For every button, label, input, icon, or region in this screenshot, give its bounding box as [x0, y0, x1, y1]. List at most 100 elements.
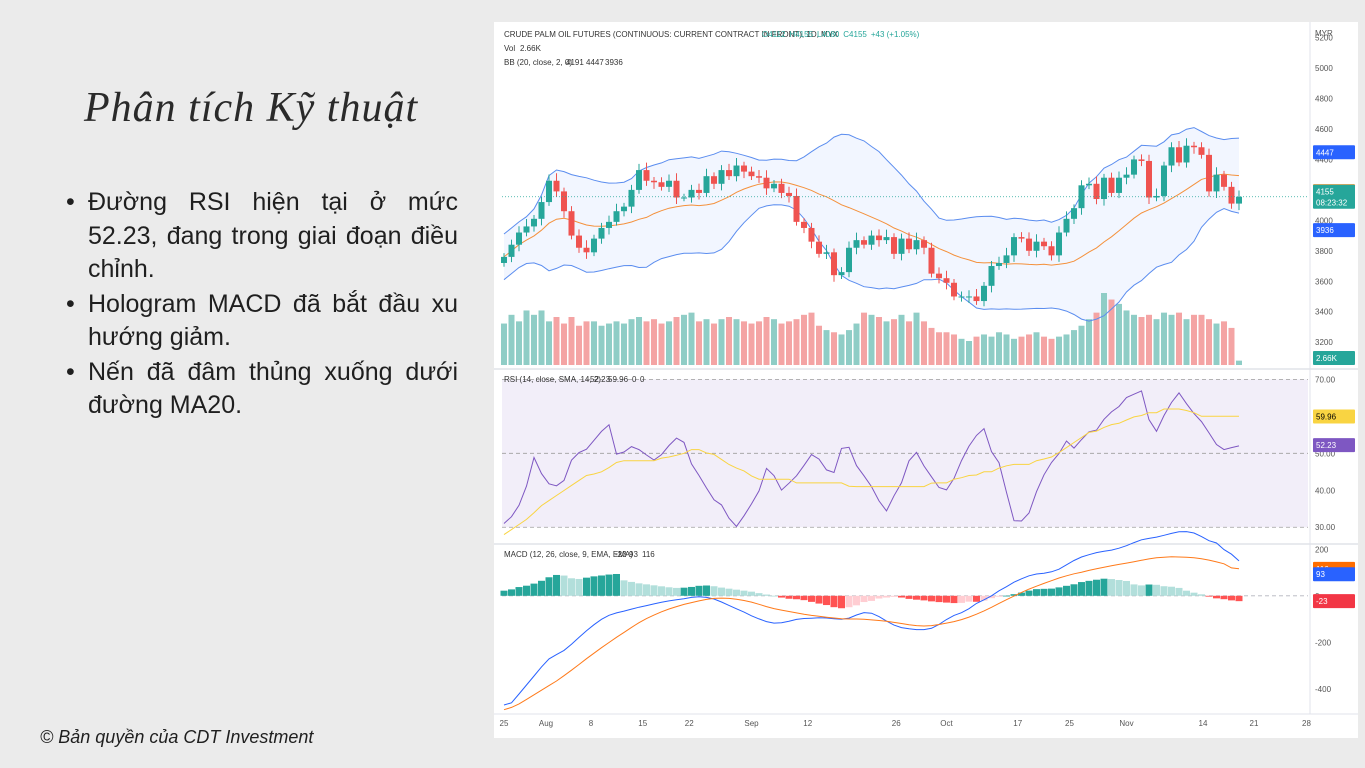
volume-bar	[988, 336, 995, 365]
macd-histogram-bar	[1033, 589, 1040, 596]
macd-histogram-bar	[1160, 586, 1168, 596]
candle-body	[748, 171, 755, 177]
time-tick-label: 14	[1199, 719, 1208, 728]
time-tick-label: 21	[1250, 719, 1259, 728]
time-tick-label: 25	[500, 719, 509, 728]
candle	[666, 174, 672, 193]
volume-bar	[621, 323, 627, 365]
bb-lower-value: 3936	[605, 58, 623, 67]
candle	[1071, 204, 1077, 224]
macd-histogram-bar	[1025, 590, 1033, 596]
candle-body	[1041, 241, 1047, 247]
rsi-extra-value: 0	[640, 375, 645, 384]
bullet-candle: Nến đã đâm thủng xuống dưới đường MA20.	[64, 356, 458, 423]
rsi-badge: 52.23	[1316, 441, 1337, 450]
candle-body	[1176, 147, 1182, 163]
candle	[936, 267, 942, 284]
macd-histogram-bar	[1235, 595, 1243, 602]
candle-body	[1093, 183, 1100, 200]
candle	[523, 218, 530, 237]
volume-bar	[853, 323, 860, 365]
candle	[898, 233, 905, 261]
trading-chart[interactable]: CRUDE PALM OIL FUTURES (CONTINUOUS: CURR…	[494, 22, 1358, 738]
macd-histogram-bar	[553, 574, 560, 596]
candle-body	[688, 189, 695, 198]
candle-body	[636, 170, 642, 190]
price-badge-bg	[1313, 223, 1355, 238]
candle	[688, 184, 695, 203]
candle	[561, 187, 567, 218]
volume-bar	[883, 321, 890, 365]
price-badge: 3936	[1316, 226, 1334, 235]
volume-bar	[531, 314, 537, 365]
macd-histogram-bar	[845, 595, 853, 608]
candle	[1161, 161, 1167, 202]
time-tick-label: Oct	[940, 719, 953, 728]
candle-body	[778, 183, 785, 193]
macd-histogram-bar	[950, 595, 958, 604]
candle-body	[591, 238, 597, 253]
ohlc-readout: O4112 H4155 L4080 C4155 +43 (+1.05%)	[762, 30, 920, 39]
volume-bar	[1228, 327, 1235, 365]
volume-bar	[1221, 321, 1227, 365]
macd-histogram-bar	[658, 586, 665, 596]
candle	[621, 202, 627, 217]
volume-bar	[1033, 332, 1040, 365]
volume-bar	[681, 314, 687, 365]
macd-histogram-bar	[755, 593, 763, 596]
candle	[823, 244, 830, 260]
rsi-tick-label: 40.00	[1315, 486, 1336, 495]
volume-bar	[801, 314, 807, 365]
candle	[1056, 226, 1062, 262]
time-tick-label: 8	[589, 719, 594, 728]
ohlc-value: C4155	[843, 30, 867, 39]
macd-signal-value: 116	[642, 550, 655, 559]
macd-histogram-bar	[718, 587, 725, 596]
macd-histogram-bar	[568, 578, 575, 596]
candle-body	[733, 165, 740, 177]
volume-bar	[733, 319, 740, 365]
candle-body	[1146, 160, 1152, 198]
macd-histogram-bar	[995, 595, 1003, 597]
volume-bar	[696, 321, 702, 365]
candle-body	[651, 180, 657, 183]
macd-histogram-bar	[1145, 584, 1153, 596]
volume-badge-bg	[1313, 351, 1355, 365]
copyright-text: © Bản quyền của CDT Investment	[40, 727, 314, 747]
candle-body	[1026, 238, 1032, 251]
volume-bar	[561, 323, 567, 365]
candle	[913, 232, 920, 255]
candle-body	[1048, 246, 1055, 256]
ohlc-value: H4155	[789, 30, 813, 39]
macd-histogram-bar	[928, 595, 935, 602]
volume-bar	[1153, 319, 1160, 365]
macd-histogram-bar	[793, 595, 800, 600]
macd-histogram-bar	[523, 585, 530, 596]
volume-bar	[793, 319, 800, 365]
rsi-badge-bg	[1313, 409, 1355, 424]
volume-bar	[921, 321, 927, 365]
bullet-list: Đường RSI hiện tại ở mức 52.23, đang tro…	[64, 186, 458, 424]
macd-histogram-bar	[778, 595, 785, 598]
macd-histogram-bar	[1063, 585, 1070, 596]
volume-bar	[1018, 336, 1025, 365]
candle-body	[553, 180, 560, 192]
candle	[1063, 211, 1070, 237]
candle-body	[508, 244, 515, 257]
candle-body	[838, 272, 845, 276]
price-tick-label: 4400	[1315, 155, 1333, 164]
candle	[928, 242, 935, 278]
macd-histogram-bar	[815, 595, 823, 604]
time-tick-label: Nov	[1119, 719, 1133, 728]
candle-body	[538, 202, 545, 219]
price-tick-label: 5000	[1315, 64, 1333, 73]
candle-body	[763, 177, 770, 189]
slide-title: Phân tích Kỹ thuật	[84, 85, 419, 131]
candle	[1168, 142, 1175, 173]
volume-bar	[591, 321, 597, 365]
volume-bar	[771, 319, 777, 365]
price-badge: 4155	[1316, 188, 1334, 197]
candle	[951, 278, 957, 301]
candle	[598, 222, 605, 244]
time-tick-label: Sep	[744, 719, 759, 728]
